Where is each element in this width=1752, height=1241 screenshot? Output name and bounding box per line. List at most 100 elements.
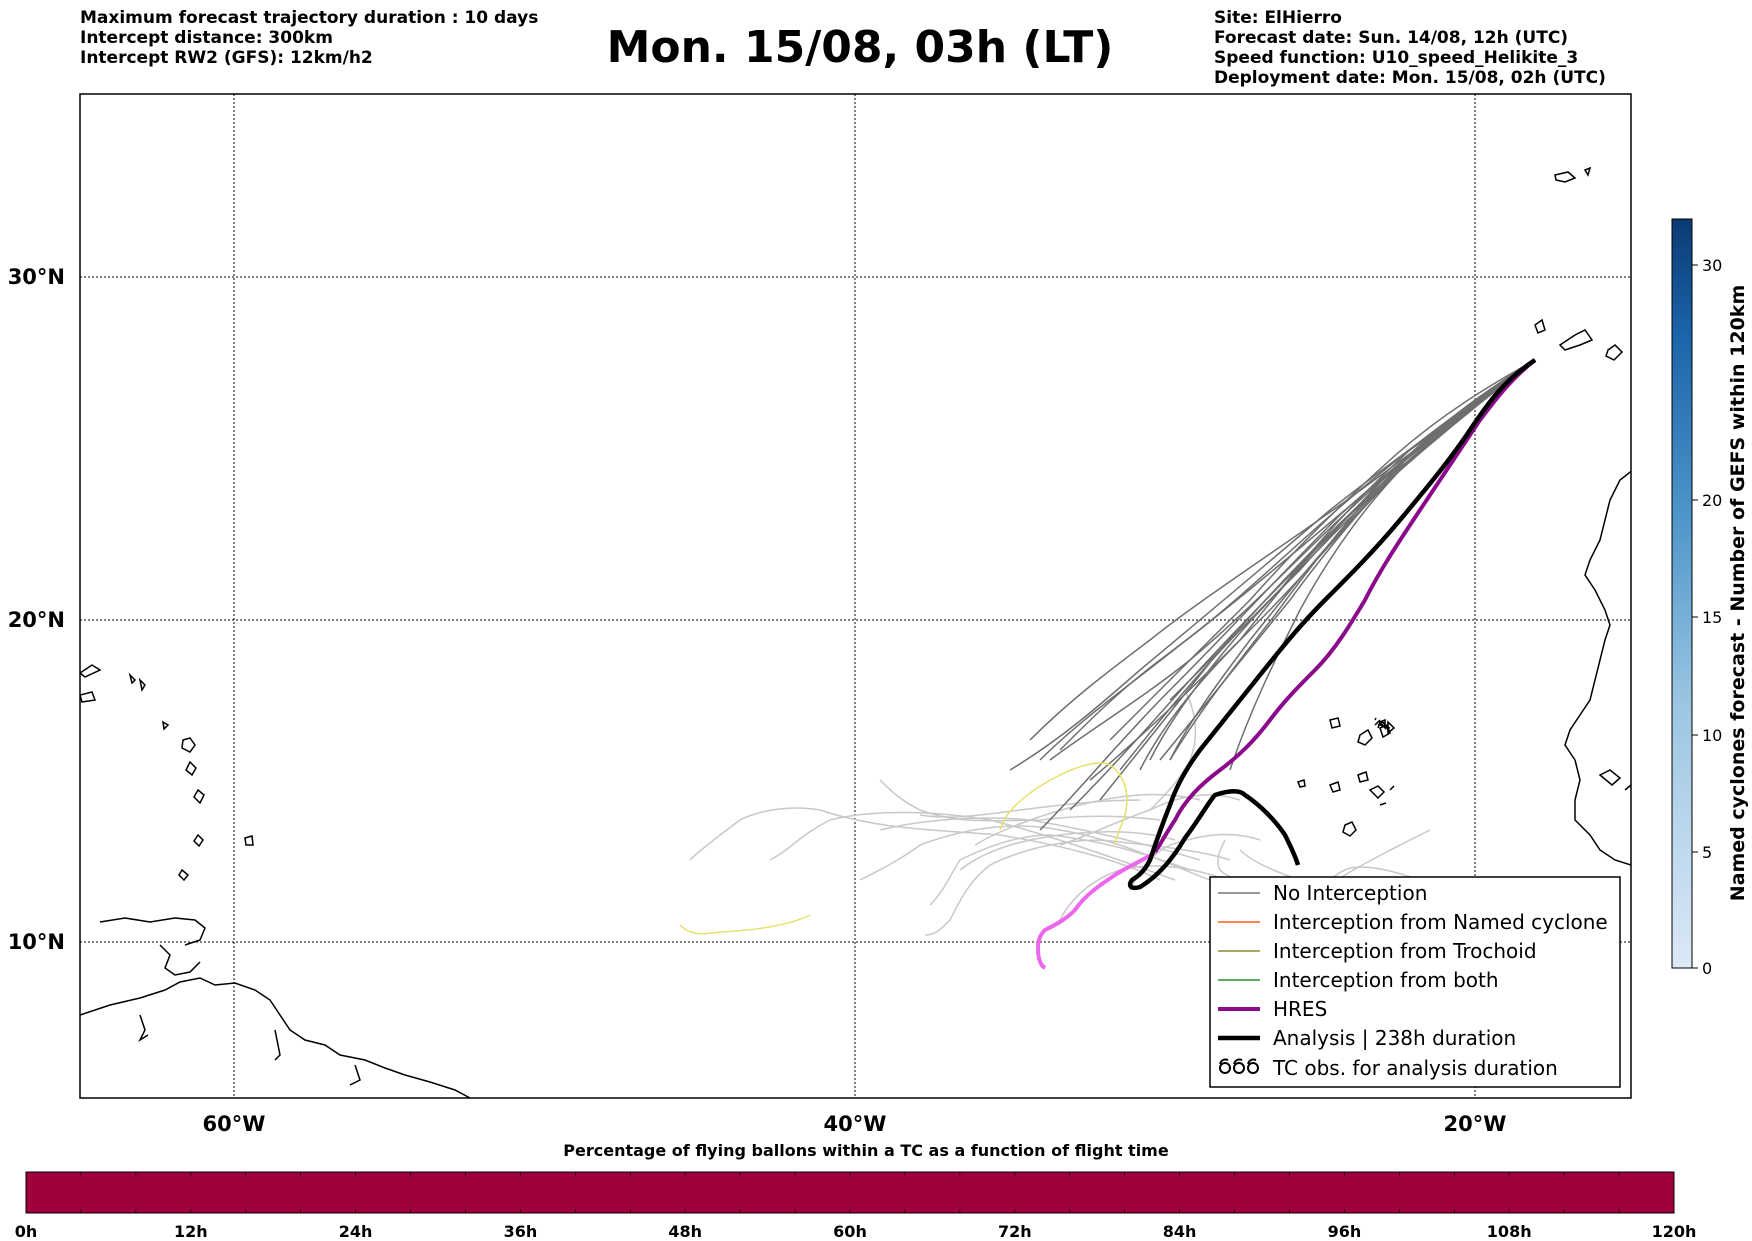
lon-label-20w: 20°W — [1444, 1112, 1507, 1136]
trajectory-light-5 — [924, 839, 1231, 936]
ensemble-light-trajectories — [689, 689, 1431, 936]
header-max-duration: Maximum forecast trajectory duration : 1… — [80, 8, 539, 28]
leeward-islands — [128, 672, 170, 731]
colorbar-bottom-tick-label: 72h — [998, 1222, 1032, 1241]
colorbar-bottom-tick-label: 60h — [833, 1222, 867, 1241]
colorbar-bottom-tick-label: 84h — [1163, 1222, 1197, 1241]
legend-label-tc-obs: TC obs. for analysis duration — [1272, 1056, 1558, 1080]
legend: No Interception Interception from Named … — [1209, 876, 1621, 1088]
guiana-coast — [349, 1064, 361, 1086]
colorbar-bottom-tick-label: 108h — [1487, 1222, 1532, 1241]
colorbar-right-tick-30: 30 — [1702, 256, 1722, 275]
cape-verde-boa-vista — [1368, 785, 1386, 800]
st-vincent — [193, 833, 204, 848]
cape-verde-extra4 — [1379, 721, 1383, 725]
lat-label-30n: 30°N — [8, 265, 65, 289]
legend-label-analysis: Analysis | 238h duration — [1273, 1026, 1516, 1050]
colorbar-right-tick-0: 0 — [1702, 959, 1712, 978]
legend-label-no-interception: No Interception — [1273, 881, 1427, 905]
cape-verde-sal — [1387, 720, 1396, 735]
venezuela-coast — [99, 917, 206, 946]
colorbar-bottom-tick-label: 120h — [1652, 1222, 1697, 1241]
hres-trajectory-extended — [1035, 850, 1157, 970]
trajectory-dark-10 — [1039, 359, 1536, 761]
cape-verde-santiago — [1342, 821, 1357, 837]
trajectory-dark-13 — [1009, 359, 1536, 771]
legend-box — [1209, 876, 1621, 1088]
ensemble-dark-trajectories — [1009, 359, 1536, 831]
cape-verde-extra5 — [1374, 717, 1377, 721]
header-speed-function: Speed function: U10_speed_Helikite_3 — [1214, 48, 1579, 68]
colorbar-bottom-bar — [25, 1171, 1675, 1214]
map-frame — [79, 93, 1632, 1099]
porto-santo — [1583, 166, 1592, 177]
island-pr — [80, 664, 102, 678]
legend-label-trochoid: Interception from Trochoid — [1273, 939, 1537, 963]
cape-verde-extra — [1374, 719, 1381, 726]
analysis-trajectory — [1127, 358, 1537, 891]
lat-label-20n: 20°N — [8, 608, 65, 632]
lat-label-10n: 10°N — [8, 930, 65, 954]
st-lucia — [193, 788, 205, 805]
cape-verde-sao-nicolau — [1357, 771, 1369, 783]
martinique — [185, 760, 197, 777]
colorbar-right-bar — [1671, 218, 1693, 969]
colorbar-right-tick-5: 5 — [1702, 843, 1712, 862]
colorbar-bottom-tick-label: 36h — [504, 1222, 538, 1241]
barbados — [244, 835, 254, 846]
header-site: Site: ElHierro — [1214, 8, 1342, 28]
trajectory-dark-16 — [1229, 359, 1536, 771]
cape-verde-brava — [1297, 779, 1306, 788]
trajectory-light-7 — [879, 779, 1161, 822]
colorbar-bottom: Percentage of flying ballons within a TC… — [15, 1141, 1697, 1241]
cape-verde-extra3 — [1382, 721, 1389, 731]
trajectory-light-1 — [689, 807, 1161, 881]
trajectory-light-8 — [919, 799, 1141, 818]
header-intercept-rw2: Intercept RW2 (GFS): 12km/h2 — [80, 48, 373, 68]
grenada — [178, 868, 190, 882]
colorbar-right-tick-10: 10 — [1702, 726, 1722, 745]
trajectory-light-15 — [959, 831, 1176, 871]
cape-verde-extra7 — [1379, 802, 1387, 806]
colorbar-bottom-tick-labels: 0h 12h 24h 36h 48h 60h 72h 84h 96h 108h 120h — [15, 1222, 1697, 1241]
header-left: Maximum forecast trajectory duration : 1… — [80, 8, 538, 68]
trajectory-light-18 — [974, 793, 1201, 846]
header-deployment-date: Deployment date: Mon. 15/08, 02h (UTC) — [1214, 68, 1606, 88]
colorbar-bottom-tick-label: 0h — [15, 1222, 38, 1241]
page-title: Mon. 15/08, 03h (LT) — [606, 22, 1114, 73]
canary-island-gran — [1558, 329, 1594, 351]
trajectory-light-9 — [1149, 689, 1197, 811]
legend-label-hres: HRES — [1273, 997, 1327, 1021]
hres-trajectory — [1153, 358, 1537, 854]
island-virgin — [80, 691, 97, 703]
trajectory-dark-4 — [1109, 359, 1536, 741]
guadeloupe — [181, 737, 196, 753]
lon-label-60w: 60°W — [203, 1112, 266, 1136]
colorbar-right: 0 5 10 15 20 30 Named cyclones forecast … — [1671, 218, 1749, 978]
madeira-island — [1554, 171, 1577, 183]
trochoid-trajectory — [679, 762, 1128, 935]
colorbar-bottom-tick-label: 12h — [174, 1222, 208, 1241]
colorbar-right-label: Named cyclones forecast - Number of GEFS… — [1727, 285, 1749, 902]
guyana-inlet — [138, 1014, 149, 1043]
colorbar-bottom-tick-label: 24h — [339, 1222, 373, 1241]
canary-island-palma — [1534, 318, 1546, 334]
colorbar-right-tick-15: 15 — [1702, 608, 1722, 627]
legend-label-named-cyclone: Interception from Named cyclone — [1273, 910, 1608, 934]
trinidad-coast — [159, 944, 201, 976]
cape-verde-santo-antao — [1357, 728, 1373, 746]
south-america-coast — [80, 977, 471, 1098]
cape-verde-islet — [1329, 717, 1341, 729]
africa-coast — [1564, 470, 1631, 866]
trajectory-light-2 — [769, 811, 1176, 881]
colorbar-bottom-tick-label: 96h — [1328, 1222, 1362, 1241]
canary-island-fuerte — [1605, 344, 1624, 361]
header-intercept-distance: Intercept distance: 300km — [80, 28, 333, 48]
tc-symbol-icon — [1219, 1058, 1259, 1074]
trajectory-light-6 — [929, 834, 1191, 906]
header-right: Site: ElHierro Forecast date: Sun. 14/08… — [1214, 8, 1606, 88]
colorbar-bottom-tick-label: 48h — [668, 1222, 702, 1241]
lon-label-40w: 40°W — [824, 1112, 887, 1136]
header-forecast-date: Forecast date: Sun. 14/08, 12h (UTC) — [1214, 28, 1569, 48]
